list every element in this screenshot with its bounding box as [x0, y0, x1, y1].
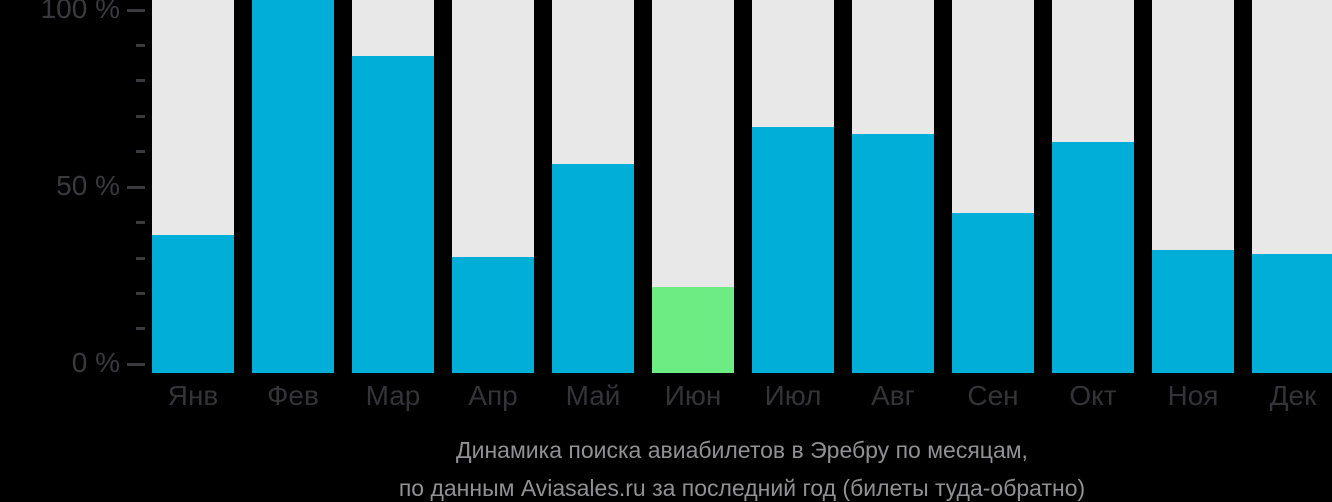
y-tick-minor — [136, 150, 145, 154]
bar-slot-9 — [1052, 0, 1134, 373]
bar-slot-3 — [452, 0, 534, 373]
y-tick-minor — [136, 114, 145, 118]
bar-9 — [1052, 141, 1134, 373]
x-tick-label-4: Май — [565, 380, 621, 411]
bar-1 — [252, 0, 334, 373]
bar-slot-4 — [552, 0, 634, 373]
bar-11 — [1252, 253, 1332, 373]
y-tick-label-0: 0 % — [71, 347, 120, 379]
x-tick-label-1: Фев — [267, 380, 319, 411]
bar-slot-6 — [752, 0, 834, 373]
bar-slot-0 — [152, 0, 234, 373]
x-tick-label-10: Ноя — [1167, 380, 1219, 411]
y-tick-minor — [136, 221, 145, 225]
x-axis-labels: Янв Фев Мар Апр Май Июн Июл Авг Сен Окт Ноя Дек — [152, 377, 1332, 415]
bar-2 — [352, 55, 434, 373]
bar-3 — [452, 257, 534, 373]
bar-slot-11 — [1252, 0, 1332, 373]
y-tick-major — [127, 8, 145, 12]
bar-slot-7 — [852, 0, 934, 373]
y-tick-minor — [136, 256, 145, 260]
y-tick-label-100: 100 % — [40, 0, 120, 24]
bar-5 — [652, 287, 734, 373]
y-tick-minor — [136, 79, 145, 83]
bar-slot-10 — [1152, 0, 1234, 373]
bar-0 — [152, 235, 234, 373]
bar-10 — [1152, 249, 1234, 373]
y-tick-minor — [136, 327, 145, 331]
y-tick-minor — [136, 291, 145, 295]
x-tick-label-7: Авг — [871, 380, 915, 411]
bar-slot-5 — [652, 0, 734, 373]
chart-subtitle: по данным Aviasales.ru за последний год … — [398, 475, 1086, 501]
y-tick-minor — [136, 43, 145, 47]
y-tick-major — [127, 362, 145, 366]
x-tick-label-5: Июн — [664, 380, 722, 411]
x-tick-label-2: Мар — [365, 380, 421, 411]
x-tick-label-9: Окт — [1069, 380, 1117, 411]
bar-6 — [752, 126, 834, 373]
x-tick-label-11: Дек — [1269, 380, 1317, 411]
y-axis: 0 % 50 % 100 % — [0, 0, 152, 420]
y-tick-major — [127, 185, 145, 189]
x-tick-label-3: Апр — [468, 380, 518, 411]
bar-8 — [952, 212, 1034, 373]
plot-area — [152, 0, 1332, 373]
bar-slot-2 — [352, 0, 434, 373]
x-tick-label-0: Янв — [167, 380, 219, 411]
chart-title: Динамика поиска авиабилетов в Эребру по … — [456, 437, 1028, 463]
y-tick-label-50: 50 % — [56, 170, 120, 202]
bar-4 — [552, 164, 634, 373]
x-tick-label-6: Июл — [764, 380, 822, 411]
bar-slot-1 — [252, 0, 334, 373]
bar-7 — [852, 134, 934, 373]
x-tick-label-8: Сен — [967, 380, 1019, 411]
chart-caption: Динамика поиска авиабилетов в Эребру по … — [152, 431, 1332, 502]
bar-slot-8 — [952, 0, 1034, 373]
